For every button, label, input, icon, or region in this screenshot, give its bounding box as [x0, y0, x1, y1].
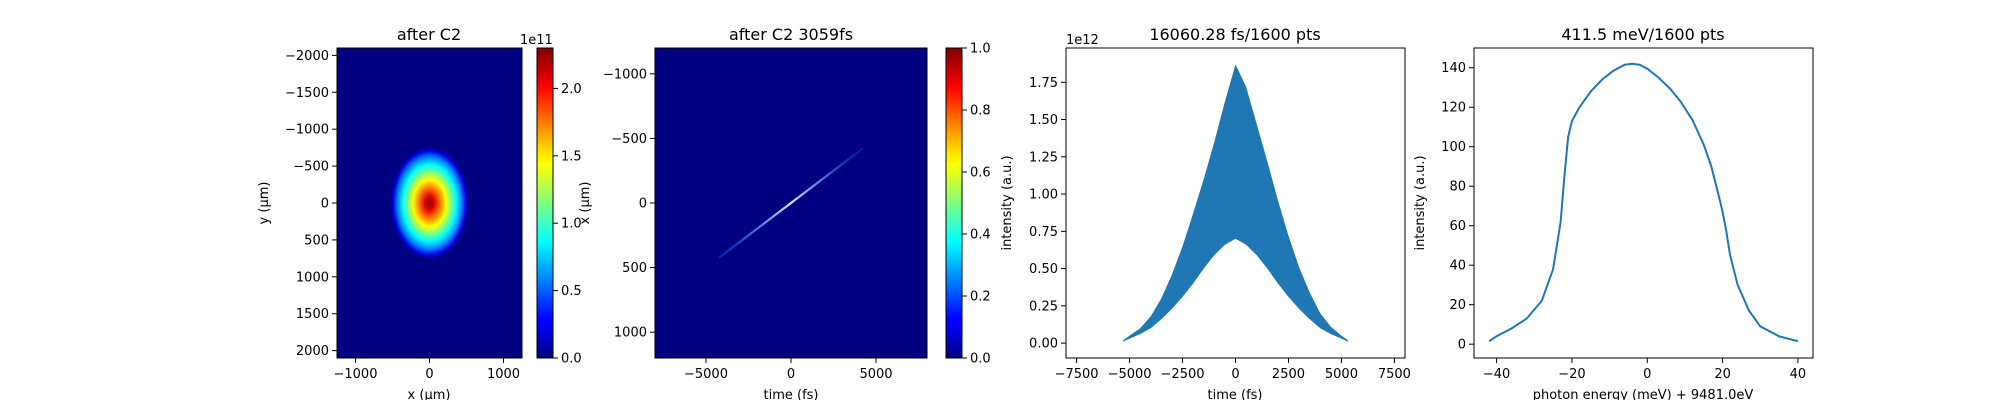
panel3-y-ticks: 0.00 0.25 0.50 0.75 1.00 1.25 1.50 1.75 — [1029, 76, 1066, 352]
panel4-axes-frame — [1473, 47, 1814, 359]
y-tick-label: 80 — [1449, 180, 1466, 195]
panel1-x-label: x (μm) — [408, 388, 451, 400]
y-tick-label: 2000 — [296, 344, 329, 359]
y-tick-label: −500 — [611, 132, 647, 147]
panel1-colorbar — [537, 48, 553, 358]
y-tick-label: 1500 — [296, 307, 329, 322]
panel3-x-ticks: −7500 −5000 −2500 0 2500 5000 7500 — [1055, 358, 1411, 382]
x-tick-label: 2500 — [1272, 367, 1305, 382]
panel2-colorbar-ticks: 0.0 0.2 0.4 0.6 0.8 1.0 — [962, 42, 991, 367]
y-tick-label: 60 — [1449, 219, 1466, 234]
y-tick-label: 500 — [304, 233, 329, 248]
colorbar-tick-label: 1.0 — [561, 217, 582, 232]
y-tick-label: 1.25 — [1029, 150, 1058, 165]
x-tick-label: −5000 — [684, 367, 728, 382]
colorbar-tick-label: 0.5 — [561, 284, 582, 299]
panel4-title: 411.5 meV/1600 pts — [1561, 25, 1724, 44]
panel3-title: 16060.28 fs/1600 pts — [1149, 25, 1320, 44]
x-tick-label: 1000 — [487, 367, 520, 382]
panel-beam-profile: after C2 −1000 0 1000 −2000 −1500 −1000 −500 0… — [257, 25, 582, 400]
panel4-y-label: intensity (a.u.) — [1413, 155, 1428, 250]
panel1-colorbar-ticks: 0.0 0.5 1.0 1.5 2.0 — [553, 82, 582, 367]
x-tick-label: −5000 — [1108, 367, 1152, 382]
x-tick-label: 40 — [1790, 367, 1807, 382]
y-tick-label: 1000 — [614, 326, 647, 341]
colorbar-tick-label: 0.4 — [970, 228, 991, 243]
y-tick-label: 0.50 — [1029, 262, 1058, 277]
panel2-x-label: time (fs) — [764, 388, 819, 400]
y-tick-label: 0.75 — [1029, 225, 1058, 240]
panel4-x-ticks: −40 −20 0 20 40 — [1483, 358, 1806, 382]
panel4-y-ticks: 0 20 40 60 80 100 120 140 — [1441, 61, 1474, 353]
panel3-offset-label: 1e12 — [1066, 33, 1099, 48]
panel4-x-label: photon energy (meV) + 9481.0eV — [1533, 388, 1754, 400]
y-tick-label: 1.50 — [1029, 113, 1058, 128]
panel1-x-ticks: −1000 0 1000 — [334, 358, 520, 382]
x-tick-label: −1000 — [334, 367, 378, 382]
y-tick-label: 120 — [1441, 101, 1466, 116]
y-tick-label: 1.75 — [1029, 76, 1058, 91]
y-tick-label: 0 — [321, 197, 329, 212]
y-tick-label: 500 — [622, 261, 647, 276]
colorbar-tick-label: 0.0 — [561, 352, 582, 367]
x-tick-label: 5000 — [859, 367, 892, 382]
panel1-y-ticks: −2000 −1500 −1000 −500 0 500 1000 1500 2000 — [285, 49, 337, 359]
colorbar-tick-label: 0.6 — [970, 166, 991, 181]
panel-time-intensity: 16060.28 fs/1600 pts −7500 −5000 −2500 0 250… — [1000, 25, 1411, 400]
y-tick-label: 0.00 — [1029, 337, 1058, 352]
panel3-intensity-area — [1123, 64, 1348, 342]
y-tick-label: 140 — [1441, 61, 1466, 76]
x-tick-label: 0 — [425, 367, 433, 382]
panel1-title: after C2 — [397, 25, 461, 44]
panel1-colorbar-offset: 1e11 — [520, 33, 553, 48]
colorbar-tick-label: 0.0 — [970, 352, 991, 367]
panel2-pulse-streak — [718, 147, 864, 259]
y-tick-label: 40 — [1449, 259, 1466, 274]
panel2-title: after C2 3059fs — [729, 25, 853, 44]
colorbar-tick-label: 0.2 — [970, 290, 991, 305]
colorbar-tick-label: 1.5 — [561, 149, 582, 164]
x-tick-label: −20 — [1558, 367, 1585, 382]
x-tick-label: 20 — [1714, 367, 1731, 382]
x-tick-label: −2500 — [1161, 367, 1205, 382]
x-tick-label: 0 — [1231, 367, 1239, 382]
y-tick-label: −500 — [293, 160, 329, 175]
panel4-spectrum-line — [1488, 62, 1799, 343]
colorbar-tick-label: 0.8 — [970, 104, 991, 119]
y-tick-label: 1000 — [296, 270, 329, 285]
panel-time-space: after C2 3059fs −5000 0 5000 −1000−5000500… — [578, 25, 991, 400]
y-tick-label: 20 — [1449, 298, 1466, 313]
x-tick-label: 7500 — [1378, 367, 1411, 382]
panel2-colorbar-frame — [945, 47, 963, 359]
x-tick-label: −40 — [1483, 367, 1510, 382]
panel1-y-label: y (μm) — [257, 182, 272, 225]
y-tick-label: 0 — [639, 197, 647, 212]
colorbar-tick-label: 1.0 — [970, 42, 991, 57]
panel2-x-ticks: −5000 0 5000 — [684, 358, 893, 382]
y-tick-label: 0.25 — [1029, 299, 1058, 314]
panel1-beam-spot — [390, 146, 469, 260]
x-tick-label: 5000 — [1325, 367, 1358, 382]
y-tick-label: 1.00 — [1029, 188, 1058, 203]
colorbar-tick-label: 2.0 — [561, 82, 582, 97]
panel3-y-label: intensity (a.u.) — [1000, 155, 1015, 250]
panel2-colorbar — [946, 48, 962, 358]
panel3-x-label: time (fs) — [1208, 388, 1263, 400]
x-tick-label: −7500 — [1055, 367, 1099, 382]
y-tick-label: −2000 — [285, 49, 329, 64]
y-tick-label: 0 — [1458, 338, 1466, 353]
y-tick-label: −1000 — [603, 67, 647, 82]
y-tick-label: −1500 — [285, 86, 329, 101]
x-tick-label: 0 — [1643, 367, 1651, 382]
panel2-y-ticks: −1000 −500 0 500 1000 — [603, 67, 655, 341]
panel1-colorbar-frame — [536, 47, 554, 359]
panel2-y-label: x (μm) — [578, 182, 593, 225]
y-tick-label: 100 — [1441, 140, 1466, 155]
panel-spectrum: 411.5 meV/1600 pts −40 −20 0 20 40 0 20 40 60 80… — [1413, 25, 1814, 400]
x-tick-label: 0 — [787, 367, 795, 382]
y-tick-label: −1000 — [285, 123, 329, 138]
